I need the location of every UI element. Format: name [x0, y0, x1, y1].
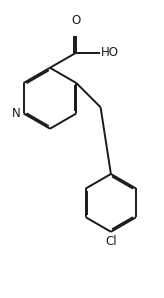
Text: N: N: [12, 107, 21, 120]
Text: O: O: [71, 14, 80, 27]
Text: Cl: Cl: [105, 235, 117, 248]
Text: HO: HO: [101, 46, 119, 59]
